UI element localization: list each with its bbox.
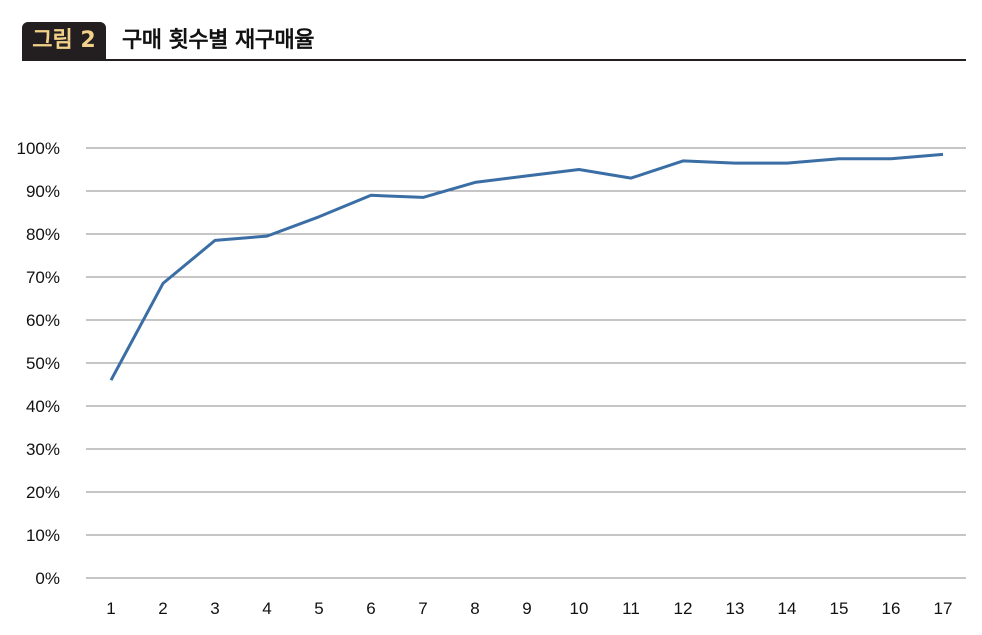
series-line — [109, 152, 944, 381]
x-tick-label: 11 — [622, 599, 640, 618]
figure-number-badge: 그림 2 — [22, 22, 106, 60]
y-tick-label: 40% — [26, 397, 60, 416]
figure-header: 그림 2 구매 횟수별 재구매율 — [22, 22, 966, 62]
x-tick-label: 13 — [726, 599, 745, 618]
y-tick-label: 10% — [26, 526, 60, 545]
x-tick-label: 6 — [366, 599, 375, 618]
x-tick-label: 12 — [674, 599, 693, 618]
x-tick-label: 8 — [470, 599, 479, 618]
x-tick-label: 14 — [778, 599, 797, 618]
y-tick-label: 100% — [17, 139, 60, 158]
y-tick-label: 70% — [26, 268, 60, 287]
x-tick-label: 1 — [106, 599, 115, 618]
y-tick-label: 20% — [26, 483, 60, 502]
y-tick-label: 60% — [26, 311, 60, 330]
header-divider — [22, 59, 966, 61]
x-tick-label: 17 — [934, 599, 953, 618]
y-axis-ticks: 0% 10% 20% 30% 40% 50% 60% 70% 80% 90% 100% — [17, 139, 60, 588]
x-tick-label: 9 — [522, 599, 531, 618]
x-tick-label: 5 — [314, 599, 323, 618]
figure-title: 구매 횟수별 재구매율 — [122, 28, 314, 53]
y-tick-label: 90% — [26, 182, 60, 201]
gridlines — [86, 147, 966, 579]
x-tick-label: 4 — [262, 599, 271, 618]
x-tick-label: 10 — [570, 599, 589, 618]
x-tick-label: 7 — [418, 599, 427, 618]
y-tick-label: 0% — [35, 569, 60, 588]
x-tick-label: 15 — [830, 599, 849, 618]
y-tick-label: 30% — [26, 440, 60, 459]
x-tick-label: 2 — [158, 599, 167, 618]
y-tick-label: 80% — [26, 225, 60, 244]
y-tick-label: 50% — [26, 354, 60, 373]
x-tick-label: 3 — [210, 599, 219, 618]
x-axis-ticks: 1 2 3 4 5 6 7 8 9 10 11 12 13 14 15 16 17 — [106, 599, 952, 618]
x-tick-label: 16 — [882, 599, 901, 618]
